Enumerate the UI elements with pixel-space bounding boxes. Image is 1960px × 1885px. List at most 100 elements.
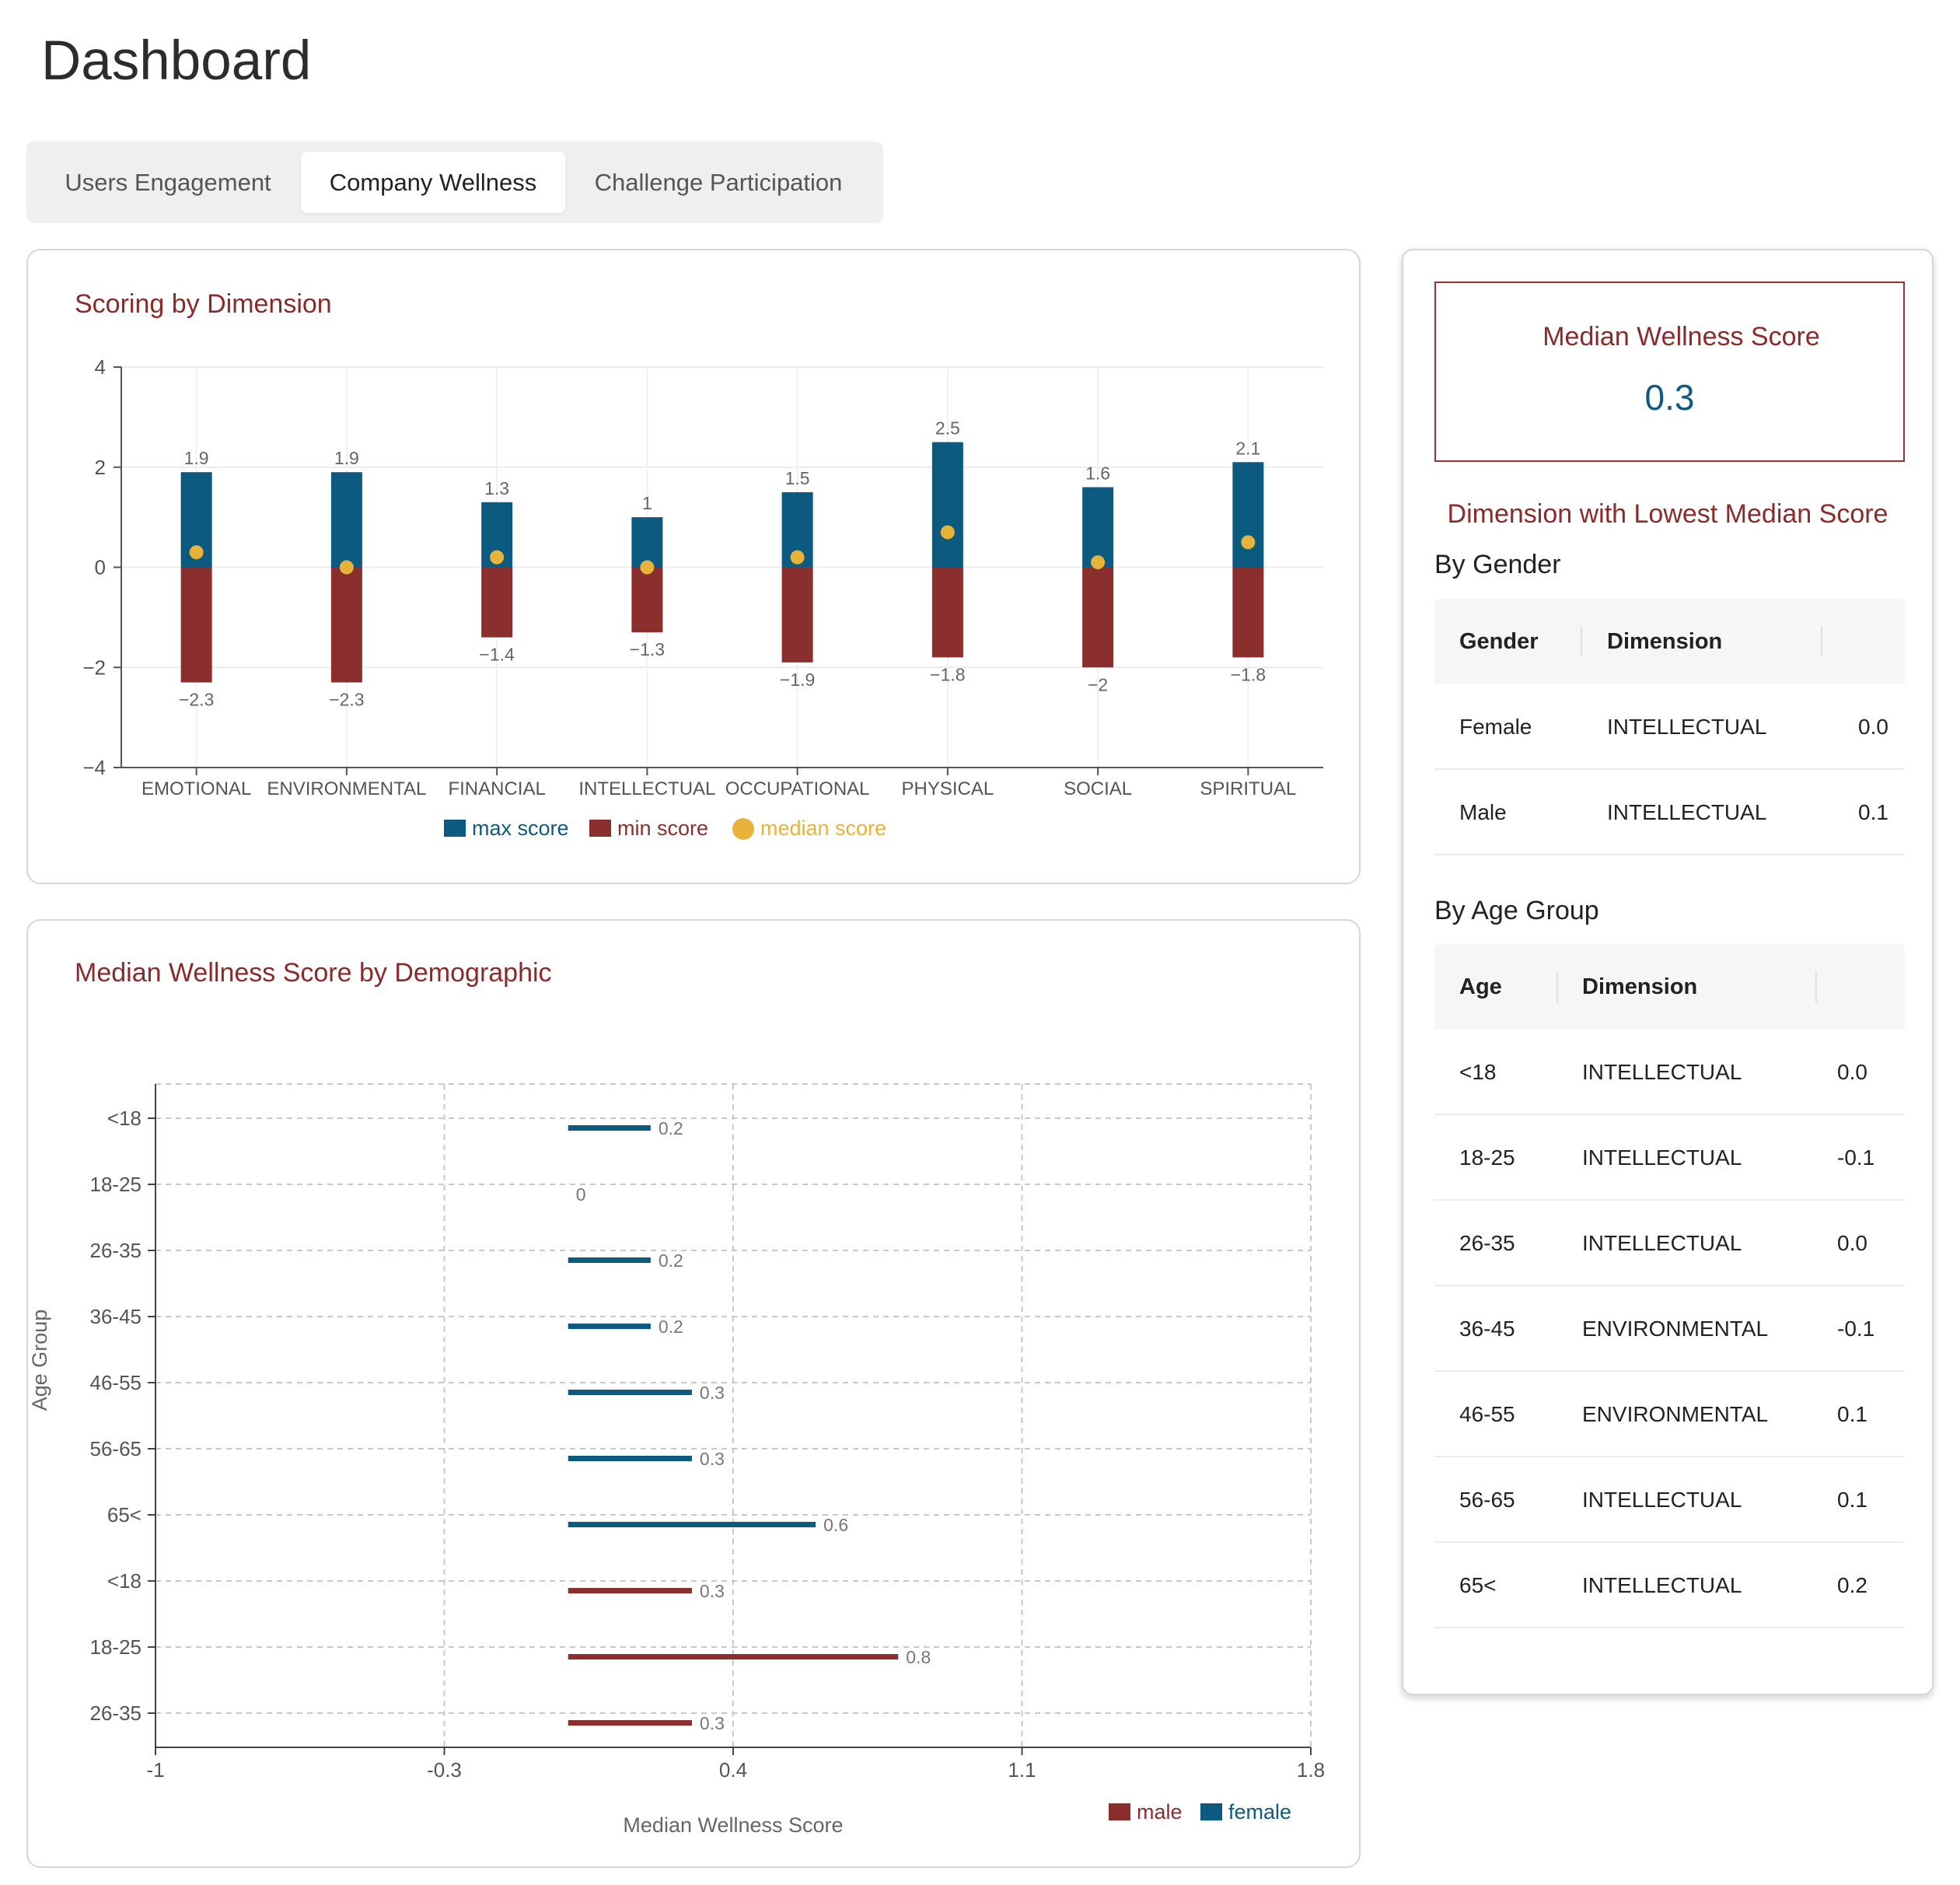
- row-dimension: INTELLECTUAL: [1582, 1573, 1742, 1597]
- y-tick-label: 26-35: [90, 1239, 142, 1262]
- y-tick-label: 26-35: [90, 1701, 142, 1725]
- row-score: -0.1: [1837, 1317, 1875, 1341]
- x-tick-label: 1.8: [1297, 1758, 1325, 1782]
- data-label: 0.2: [659, 1250, 683, 1271]
- table-row: 56-65 INTELLECTUAL 0.1: [1434, 1457, 1905, 1543]
- table-row: Female INTELLECTUAL 0.0: [1434, 684, 1905, 770]
- y-axis-title: Age Group: [28, 1310, 51, 1411]
- min-data-label: −1.8: [1231, 664, 1266, 684]
- demographic-card: Median Wellness Score by Demographic -1-…: [26, 919, 1361, 1868]
- max-data-label: 1.6: [1085, 463, 1110, 484]
- data-label: 0.3: [700, 1383, 725, 1403]
- y-tick-label: 36-45: [90, 1305, 142, 1328]
- legend-male-swatch: [1109, 1803, 1130, 1820]
- x-tick-label: PHYSICAL: [902, 778, 994, 799]
- legend-median-label: median score: [760, 817, 886, 840]
- median-score-label: Median Wellness Score: [1542, 322, 1820, 351]
- male-bar: [568, 1588, 692, 1593]
- row-score: 0.0: [1858, 715, 1888, 739]
- max-data-label: 1.5: [785, 468, 810, 488]
- min-score-bar: [481, 567, 513, 638]
- max-score-bar: [330, 472, 362, 568]
- row-dimension: INTELLECTUAL: [1582, 1145, 1742, 1170]
- max-score-bar: [931, 442, 963, 568]
- x-axis-title: Median Wellness Score: [623, 1813, 843, 1837]
- female-bar: [568, 1390, 692, 1395]
- y-tick-label: −4: [82, 756, 106, 779]
- by-age-heading: By Age Group: [1434, 896, 1599, 925]
- female-bar: [568, 1522, 816, 1527]
- row-dimension: INTELLECTUAL: [1607, 800, 1767, 824]
- y-tick-label: 0: [95, 556, 106, 579]
- column-separator: [1581, 626, 1582, 657]
- table-row: 26-35 INTELLECTUAL 0.0: [1434, 1201, 1905, 1286]
- row-score: 0.1: [1837, 1402, 1867, 1426]
- table-row: 46-55 ENVIRONMENTAL 0.1: [1434, 1372, 1905, 1457]
- gender-table-header: Gender Dimension: [1434, 599, 1905, 684]
- age-column-header[interactable]: Age: [1459, 974, 1502, 999]
- female-bar: [568, 1257, 651, 1263]
- x-tick-label: INTELLECTUAL: [578, 778, 715, 799]
- female-bar: [568, 1125, 651, 1131]
- gender-table: Gender Dimension Female INTELLECTUAL 0.0 Ma…: [1434, 599, 1905, 855]
- row-key: 18-25: [1459, 1145, 1515, 1170]
- data-label: 0.2: [659, 1118, 683, 1138]
- female-bar: [568, 1456, 692, 1461]
- max-data-label: 1.9: [334, 448, 359, 468]
- legend-min-swatch: [589, 820, 611, 837]
- row-key: 46-55: [1459, 1402, 1515, 1426]
- y-tick-label: <18: [107, 1569, 141, 1593]
- legend-max-label: max score: [472, 817, 569, 840]
- row-score: -0.1: [1837, 1145, 1875, 1170]
- min-data-label: −1.4: [479, 645, 515, 665]
- data-label: 0.2: [659, 1317, 683, 1337]
- tab-users-engagement[interactable]: Users Engagement: [65, 169, 271, 196]
- data-label: 0.3: [700, 1581, 725, 1601]
- male-bar: [568, 1720, 692, 1726]
- min-score-bar: [330, 567, 362, 683]
- table-row: 65< INTELLECTUAL 0.2: [1434, 1543, 1905, 1628]
- row-dimension: INTELLECTUAL: [1582, 1231, 1742, 1255]
- demographic-chart-title: Median Wellness Score by Demographic: [75, 958, 552, 988]
- gender-column-header[interactable]: Gender: [1459, 629, 1539, 654]
- row-score: 0.1: [1837, 1488, 1867, 1512]
- row-key: 56-65: [1459, 1488, 1515, 1512]
- column-separator: [1556, 971, 1558, 1002]
- min-score-bar: [631, 567, 663, 633]
- table-row: 18-25 INTELLECTUAL -0.1: [1434, 1115, 1905, 1201]
- female-bar: [568, 1324, 651, 1329]
- x-tick-label: SOCIAL: [1064, 778, 1132, 799]
- row-key: 26-35: [1459, 1231, 1515, 1255]
- min-data-label: −1.3: [630, 639, 665, 659]
- legend-male-label: male: [1137, 1800, 1183, 1824]
- median-score-point: [490, 550, 505, 565]
- tab-company-wellness[interactable]: Company Wellness: [301, 152, 565, 213]
- row-key: Male: [1459, 800, 1507, 824]
- median-score-point: [940, 525, 955, 540]
- demographic-chart: -1 -0.3 0.4 1.1 1.8 <18 0.2 18-25 0 26-35 0.2 36-45…: [28, 1083, 1325, 1837]
- y-tick-label: 18-25: [90, 1635, 142, 1659]
- max-score-bar: [1082, 487, 1114, 568]
- scoring-by-dimension-card: Scoring by Dimension 4 2 0 −2 −4 1.9 −2.3 EMOTI…: [26, 249, 1361, 884]
- data-label: 0: [576, 1184, 586, 1205]
- dimension-column-header[interactable]: Dimension: [1607, 629, 1723, 654]
- tab-challenge-participation[interactable]: Challenge Participation: [594, 169, 843, 196]
- median-score-point: [339, 560, 354, 575]
- row-dimension: INTELLECTUAL: [1582, 1060, 1742, 1084]
- row-score: 0.1: [1858, 800, 1888, 824]
- summary-card: Median Wellness Score 0.3 Dimension with…: [1402, 249, 1934, 1695]
- tab-bar: Users Engagement Company Wellness Challe…: [26, 142, 883, 223]
- min-data-label: −1.8: [930, 664, 965, 684]
- y-tick-label: 2: [95, 456, 106, 479]
- x-tick-label: 1.1: [1008, 1758, 1036, 1782]
- dimension-column-header[interactable]: Dimension: [1582, 974, 1698, 999]
- max-data-label: 1.3: [484, 478, 509, 498]
- max-data-label: 2.5: [935, 418, 960, 439]
- min-score-bar: [1232, 567, 1264, 658]
- row-score: 0.0: [1837, 1060, 1867, 1084]
- legend-median-swatch: [732, 818, 754, 840]
- age-table-header: Age Dimension: [1434, 944, 1905, 1030]
- row-key: 65<: [1459, 1573, 1497, 1597]
- row-dimension: INTELLECTUAL: [1582, 1488, 1742, 1512]
- legend-max-swatch: [444, 820, 466, 837]
